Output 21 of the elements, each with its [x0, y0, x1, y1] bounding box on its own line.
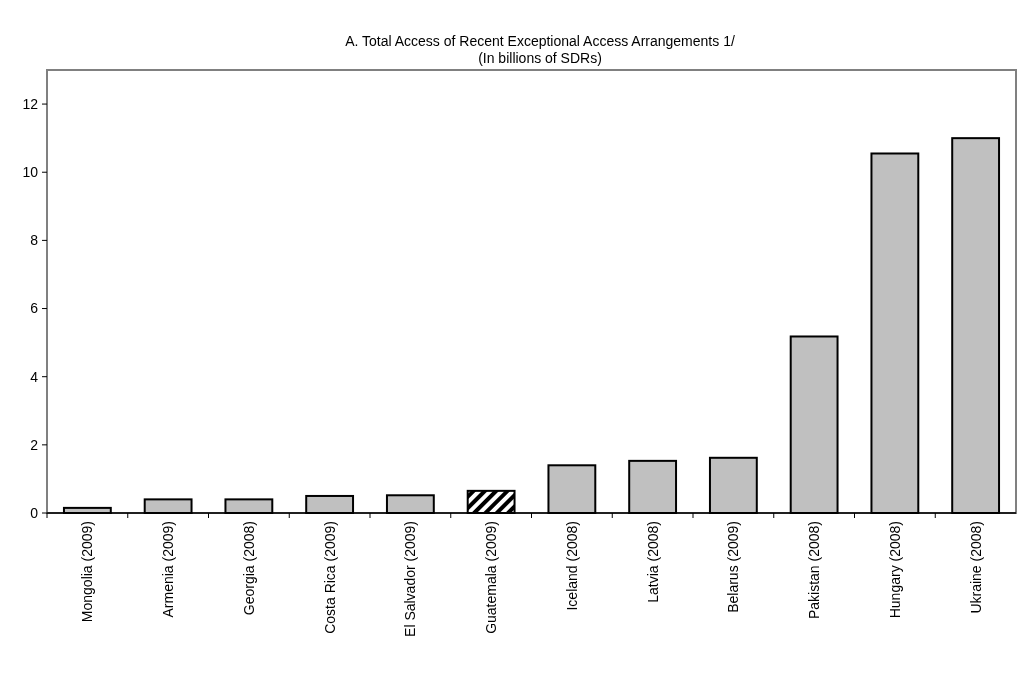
x-tick-label: Belarus (2009)	[725, 521, 742, 613]
chart-title: A. Total Access of Recent Exceptional Access Arrangements 1/	[345, 33, 735, 49]
x-tick-label: Georgia (2008)	[240, 521, 257, 616]
x-tick-label: Ukraine (2008)	[967, 521, 984, 614]
chart-subtitle: (In billions of SDRs)	[478, 50, 602, 66]
y-tick-label: 0	[30, 504, 39, 521]
y-tick-label: 6	[30, 300, 39, 317]
x-tick-label: Costa Rica (2009)	[321, 521, 338, 634]
y-tick-label: 10	[22, 164, 39, 181]
y-tick-label: 8	[30, 232, 39, 249]
y-tick-label: 12	[22, 95, 39, 112]
x-tick-label: Pakistan (2008)	[806, 521, 823, 620]
x-tick-label: Hungary (2008)	[886, 521, 903, 619]
y-tick-label: 4	[30, 368, 39, 385]
y-tick-label: 2	[30, 436, 39, 453]
x-tick-label: Mongolia (2009)	[79, 521, 96, 623]
x-tick-label: Iceland (2008)	[563, 521, 580, 611]
x-tick-label: El Salvador (2009)	[402, 521, 419, 637]
x-tick-label: Armenia (2009)	[160, 521, 177, 618]
x-tick-label: Guatemala (2009)	[483, 521, 500, 634]
x-tick-label: Latvia (2008)	[644, 521, 661, 603]
